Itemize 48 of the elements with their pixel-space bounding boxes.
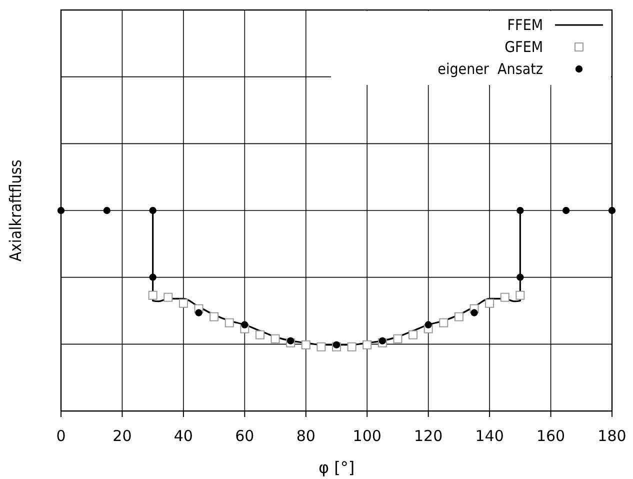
- point: [301, 340, 310, 350]
- point: [470, 309, 478, 316]
- x-tick-label: 180: [598, 427, 626, 445]
- point: [224, 318, 234, 328]
- point: [178, 298, 188, 308]
- point: [164, 292, 173, 302]
- point: [149, 206, 156, 214]
- x-tick-label: 80: [296, 427, 316, 445]
- x-tick-label: 60: [235, 427, 254, 445]
- point: [149, 274, 156, 281]
- point: [516, 290, 525, 300]
- point: [516, 206, 524, 214]
- point: [195, 309, 202, 316]
- x-tick-label: 0: [56, 427, 66, 445]
- point: [103, 206, 111, 214]
- x-tick-label: 120: [414, 427, 443, 445]
- point: [378, 337, 386, 344]
- point: [286, 337, 294, 344]
- legend-label: GFEM: [504, 38, 543, 56]
- point: [270, 334, 280, 344]
- point: [408, 330, 418, 340]
- point: [255, 330, 264, 340]
- point: [393, 334, 402, 344]
- point: [608, 206, 616, 214]
- x-tick-label: 140: [475, 427, 504, 445]
- point: [439, 318, 448, 328]
- point: [57, 206, 65, 214]
- point: [210, 312, 219, 322]
- point: [485, 298, 494, 308]
- legend-label: eigener Ansatz: [438, 60, 543, 78]
- x-tick-label: 100: [352, 427, 382, 445]
- point: [316, 342, 326, 352]
- point: [347, 342, 356, 352]
- point: [500, 292, 510, 302]
- x-tick-label: 20: [112, 427, 132, 445]
- point: [362, 340, 372, 350]
- y-axis-title: Axialkraftfluss: [6, 160, 25, 262]
- x-tick-label: 40: [174, 427, 193, 445]
- point: [241, 321, 248, 328]
- point: [332, 341, 340, 348]
- point: [562, 206, 570, 214]
- point: [454, 312, 464, 322]
- point: [148, 290, 158, 300]
- point: [516, 274, 524, 281]
- x-tick-label: 160: [536, 427, 566, 445]
- x-axis-title: φ [°]: [318, 458, 355, 477]
- legend-label: FFEM: [507, 16, 543, 34]
- point: [424, 321, 432, 328]
